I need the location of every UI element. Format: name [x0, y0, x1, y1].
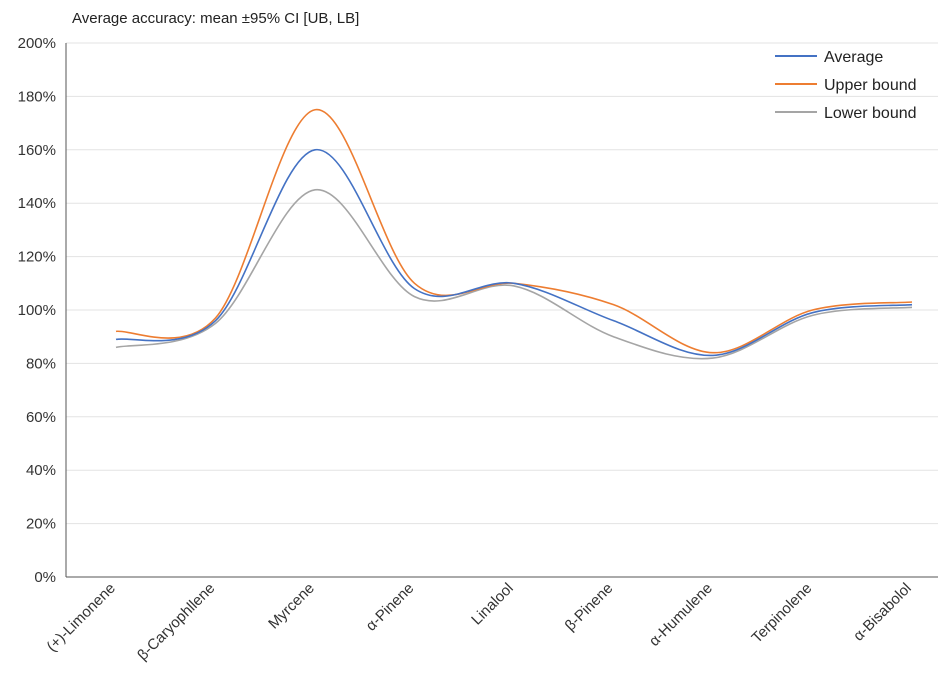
series-line-lower-bound	[115, 189, 913, 360]
x-tick-label: β-Pinene	[562, 580, 617, 635]
y-tick-label: 160%	[18, 142, 56, 159]
legend-label-average: Average	[824, 49, 883, 66]
y-tick-label: 60%	[26, 409, 56, 426]
x-tick-label: α-Bisabolol	[850, 580, 915, 645]
legend: Average Upper bound Lower bound	[775, 49, 917, 122]
y-tick-label: 40%	[26, 462, 56, 479]
x-axis-ticks: (+)-Limonene β-Caryophllene Myrcene α-Pinen…	[43, 580, 914, 664]
y-tick-label: 100%	[18, 302, 56, 319]
y-tick-label: 20%	[26, 516, 56, 533]
series-line-upper-bound	[115, 108, 913, 354]
y-tick-label: 0%	[34, 569, 56, 586]
gridlines	[66, 42, 938, 525]
series-lines	[115, 108, 913, 360]
y-axis-ticks: 0% 20% 40% 60% 80% 100% 120% 140% 160% 180% 200%	[18, 35, 56, 586]
legend-label-upper-bound: Upper bound	[824, 77, 917, 94]
chart-title: Average accuracy: mean ±95% CI [UB, LB]	[72, 10, 360, 27]
x-tick-label: β-Caryophllene	[134, 580, 218, 664]
x-tick-label: Myrcene	[265, 580, 318, 633]
x-tick-label: Linalool	[468, 580, 517, 629]
x-tick-label: α-Pinene	[363, 580, 418, 635]
x-tick-label: (+)-Limonene	[43, 580, 118, 655]
y-tick-label: 120%	[18, 249, 56, 266]
axes	[65, 43, 938, 578]
y-tick-label: 180%	[18, 88, 56, 105]
series-line-average	[115, 148, 913, 357]
legend-label-lower-bound: Lower bound	[824, 105, 917, 122]
y-tick-label: 200%	[18, 35, 56, 52]
y-tick-label: 140%	[18, 195, 56, 212]
x-tick-label: Terpinolene	[748, 580, 815, 647]
y-tick-label: 80%	[26, 355, 56, 372]
x-tick-label: α-Humulene	[646, 580, 716, 650]
